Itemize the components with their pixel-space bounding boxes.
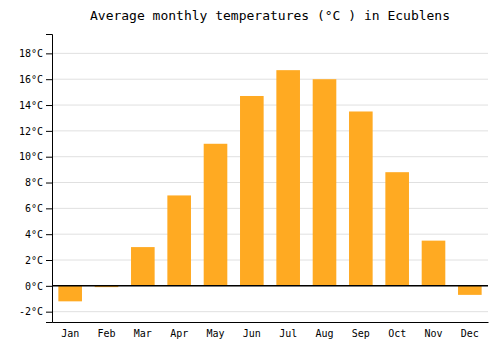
y-tick-mark bbox=[46, 79, 52, 80]
x-tick: Jul bbox=[279, 328, 297, 339]
y-tick-mark bbox=[46, 260, 52, 261]
x-tick: Jun bbox=[243, 328, 261, 339]
grid-line bbox=[52, 105, 488, 106]
grid-line bbox=[52, 79, 488, 80]
y-tick: 12°C bbox=[19, 126, 52, 137]
x-tick-label: Feb bbox=[97, 328, 115, 339]
title: Average monthly temperatures (°C ) in Ec… bbox=[90, 8, 450, 23]
y-tick-label: 8°C bbox=[25, 177, 43, 188]
x-tick: Dec bbox=[461, 328, 479, 339]
plot: -2°C 0°C 2°C 4°C 6°C 8°C 10°C 12°C 14°C 16°C 18°C J… bbox=[19, 35, 489, 340]
x-tick-label: May bbox=[206, 328, 224, 339]
x-tick: Nov bbox=[424, 328, 442, 339]
x-tick-label: Dec bbox=[461, 328, 479, 339]
grid-line bbox=[52, 285, 488, 286]
baseline bbox=[52, 285, 488, 287]
y-tick: 6°C bbox=[25, 203, 52, 214]
x-tick-label: Oct bbox=[388, 328, 406, 339]
grid-line bbox=[52, 130, 488, 131]
y-tick: 14°C bbox=[19, 100, 52, 111]
x-tick-label: Jun bbox=[243, 328, 261, 339]
x-tick: May bbox=[206, 328, 224, 339]
bar bbox=[240, 96, 264, 286]
bar bbox=[349, 111, 373, 285]
bar bbox=[385, 172, 409, 286]
y-tick-label: 0°C bbox=[25, 281, 43, 292]
x-tick: Mar bbox=[134, 328, 152, 339]
y-tick-mark bbox=[46, 312, 52, 313]
y-tick: 2°C bbox=[25, 255, 52, 266]
x-tick: Oct bbox=[388, 328, 406, 339]
y-tick-label: 6°C bbox=[25, 203, 43, 214]
y-tick-mark bbox=[46, 234, 52, 235]
y-tick-mark bbox=[46, 131, 52, 132]
x-tick-label: Apr bbox=[170, 328, 188, 339]
y-tick-mark bbox=[46, 183, 52, 184]
y-tick-mark bbox=[46, 286, 52, 287]
bar bbox=[276, 70, 300, 286]
bar bbox=[313, 79, 337, 286]
grid-line bbox=[52, 182, 488, 183]
y-tick-label: 16°C bbox=[19, 74, 43, 85]
y-tick: 16°C bbox=[19, 74, 52, 85]
y-tick-label: 14°C bbox=[19, 100, 43, 111]
bar bbox=[131, 247, 155, 286]
y-tick-label: 2°C bbox=[25, 255, 43, 266]
x-tick: Apr bbox=[170, 328, 188, 339]
bar bbox=[204, 144, 228, 286]
grid-line bbox=[52, 53, 488, 54]
x-tick: Sep bbox=[352, 328, 370, 339]
grid-line bbox=[52, 156, 488, 157]
y-tick-label: 12°C bbox=[19, 126, 43, 137]
grid-line bbox=[52, 311, 488, 312]
x-tick: Jan bbox=[61, 328, 79, 339]
x-tick-label: Nov bbox=[424, 328, 442, 339]
y-tick-mark bbox=[46, 157, 52, 158]
y-axis-line bbox=[46, 35, 53, 323]
bar bbox=[422, 241, 446, 286]
y-tick: 4°C bbox=[25, 229, 52, 240]
grid bbox=[52, 53, 488, 311]
chart: -2°C 0°C 2°C 4°C 6°C 8°C 10°C 12°C 14°C 16°C 18°C J… bbox=[0, 0, 500, 350]
y-tick: 18°C bbox=[19, 48, 52, 59]
grid-line bbox=[52, 208, 488, 209]
y-tick-mark bbox=[46, 208, 52, 209]
grid-line bbox=[52, 234, 488, 235]
y-axis: -2°C 0°C 2°C 4°C 6°C 8°C 10°C 12°C 14°C 16°C 18°C bbox=[19, 35, 53, 323]
y-tick: 0°C bbox=[25, 281, 52, 292]
x-axis: Jan Feb Mar Apr May Jun Jul Aug Sep Oct Nov Dec bbox=[53, 323, 489, 340]
x-tick: Aug bbox=[315, 328, 333, 339]
y-tick-label: 18°C bbox=[19, 48, 43, 59]
y-tick-mark bbox=[46, 105, 52, 106]
x-tick-label: Jan bbox=[61, 328, 79, 339]
y-tick: -2°C bbox=[19, 306, 52, 317]
bar bbox=[58, 286, 82, 301]
bar bbox=[458, 286, 482, 295]
y-tick-mark bbox=[46, 53, 52, 54]
x-tick-label: Mar bbox=[134, 328, 152, 339]
x-axis-line bbox=[53, 322, 489, 323]
x-tick-label: Sep bbox=[352, 328, 370, 339]
x-tick-label: Aug bbox=[315, 328, 333, 339]
bar bbox=[167, 195, 191, 285]
y-tick: 8°C bbox=[25, 177, 52, 188]
y-tick-label: 10°C bbox=[19, 151, 43, 162]
x-tick: Feb bbox=[97, 328, 115, 339]
y-tick: 10°C bbox=[19, 151, 52, 162]
y-tick-label: 4°C bbox=[25, 229, 43, 240]
y-tick-label: -2°C bbox=[19, 306, 43, 317]
x-tick-label: Jul bbox=[279, 328, 297, 339]
bars bbox=[52, 70, 488, 301]
